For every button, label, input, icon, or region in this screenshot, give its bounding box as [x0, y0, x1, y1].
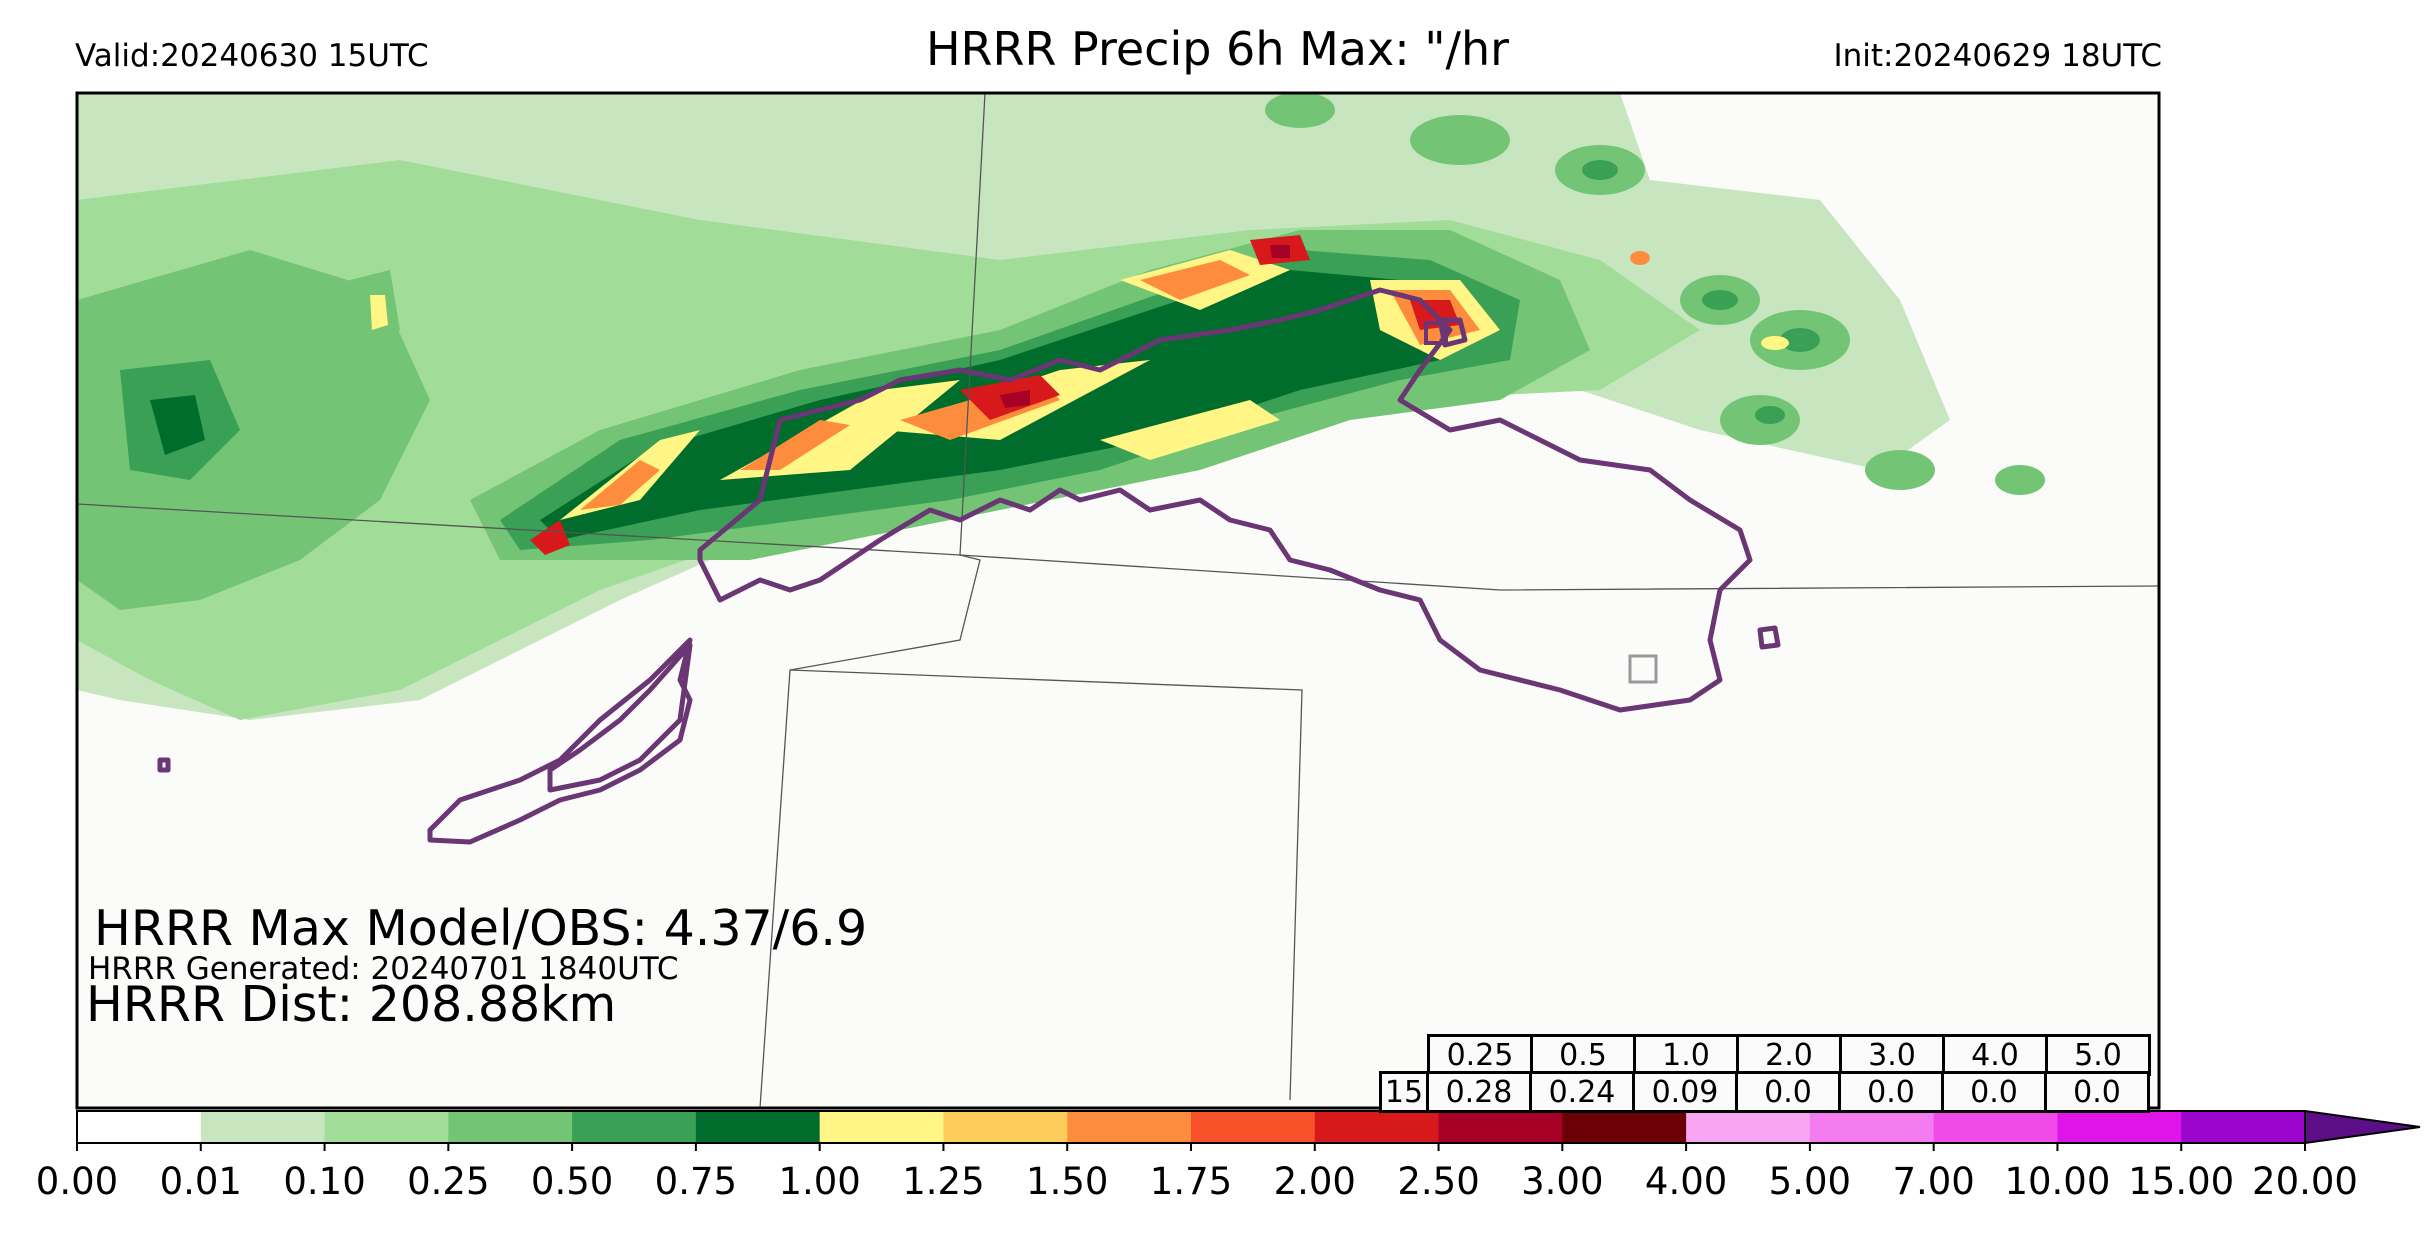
colorbar-swatch	[943, 1111, 1068, 1143]
colorbar-swatch	[2181, 1111, 2306, 1143]
colorbar-swatch	[324, 1111, 449, 1143]
threshold-value-cell: 0.09	[1632, 1071, 1738, 1113]
threshold-cell: 2.0	[1736, 1034, 1842, 1076]
threshold-values-table: 15 0.28 0.24 0.09 0.0 0.0 0.0 0.0	[1379, 1071, 2150, 1113]
colorbar-swatch	[1438, 1111, 1563, 1143]
colorbar-labels: 0.00 0.01 0.10 0.25 0.50 0.75 1.00 1.25 1.50 1.75…	[0, 1160, 2435, 1210]
colorbar-swatch	[1933, 1111, 2058, 1143]
max-model-obs-label: HRRR Max Model/OBS: 4.37/6.9	[94, 900, 868, 957]
colorbar-tick-label: 0.01	[159, 1160, 242, 1203]
threshold-cell: 1.0	[1633, 1034, 1739, 1076]
valid-time: Valid:20240630 15UTC	[75, 38, 429, 74]
threshold-header-table: 0.25 0.5 1.0 2.0 3.0 4.0 5.0	[1427, 1034, 2151, 1076]
threshold-value-cell: 0.0	[1735, 1071, 1841, 1113]
threshold-value-cell: 0.24	[1529, 1071, 1635, 1113]
colorbar-tick-label: 1.00	[778, 1160, 861, 1203]
threshold-value-cell: 0.0	[1838, 1071, 1944, 1113]
colorbar-tick-label: 10.00	[2004, 1160, 2111, 1203]
colorbar-swatch	[1314, 1111, 1440, 1143]
threshold-cell: 0.5	[1530, 1034, 1636, 1076]
colorbar-tick-label: 0.25	[407, 1160, 490, 1203]
colorbar-tick-label: 4.00	[1644, 1160, 1728, 1203]
state-borders	[77, 93, 2159, 1108]
colorbar-tick-label: 1.25	[902, 1160, 985, 1203]
colorbar-tick-label: 0.10	[283, 1160, 366, 1203]
colorbar-swatch	[1067, 1111, 1192, 1143]
colorbar-tick-label: 15.00	[2128, 1160, 2235, 1203]
obs-max-marker	[1424, 321, 1448, 345]
colorbar-extend-arrow	[2304, 1109, 2421, 1145]
colorbar-tick-label: 0.75	[654, 1160, 738, 1203]
forecast-hour-cell: 15	[1379, 1071, 1429, 1113]
model-max-marker	[1628, 654, 1658, 684]
colorbar-tick-label: 0.50	[530, 1160, 614, 1203]
colorbar-tick-label: 1.75	[1149, 1160, 1233, 1203]
colorbar-swatch	[572, 1111, 697, 1143]
colorbar-swatch	[448, 1111, 573, 1143]
map-title: HRRR Precip 6h Max: "/hr	[925, 22, 1510, 76]
colorbar-tick-label: 2.00	[1273, 1160, 1356, 1203]
colorbar-tick-label: 5.00	[1768, 1160, 1852, 1203]
threshold-value-cell: 0.28	[1426, 1071, 1532, 1113]
colorbar-tick-label: 3.00	[1521, 1160, 1604, 1203]
threshold-value-cell: 0.0	[2044, 1071, 2150, 1113]
colorbar-swatch	[695, 1111, 821, 1143]
colorbar-tick-label: 0.00	[35, 1160, 119, 1203]
colorbar-swatch	[1191, 1111, 1316, 1143]
obs-contours	[157, 287, 1781, 845]
dist-label: HRRR Dist: 208.88km	[86, 976, 617, 1033]
colorbar-tick-label: 20.00	[2252, 1160, 2358, 1203]
threshold-cell: 3.0	[1839, 1034, 1945, 1076]
threshold-value-cell: 0.0	[1941, 1071, 2047, 1113]
generated-label: HRRR Generated: 20240701 1840UTC	[88, 951, 679, 987]
colorbar-swatch	[1562, 1111, 1687, 1143]
colorbar-swatch	[2057, 1111, 2182, 1143]
colorbar-tick-label: 2.50	[1397, 1160, 1480, 1203]
colorbar-tick-label: 7.00	[1892, 1160, 1975, 1203]
colorbar	[76, 1109, 2421, 1151]
colorbar-swatch	[200, 1111, 326, 1143]
colorbar-swatch	[819, 1111, 944, 1143]
map-frame	[75, 91, 2161, 1110]
colorbar-tick-label: 1.50	[1026, 1160, 1109, 1203]
threshold-cell: 5.0	[2045, 1034, 2151, 1076]
colorbar-swatch	[1809, 1111, 1935, 1143]
threshold-cell: 0.25	[1427, 1034, 1533, 1076]
threshold-cell: 4.0	[1942, 1034, 2048, 1076]
init-time: Init:20240629 18UTC	[1833, 38, 2162, 74]
colorbar-swatch	[1686, 1111, 1811, 1143]
colorbar-swatch	[77, 1111, 202, 1143]
